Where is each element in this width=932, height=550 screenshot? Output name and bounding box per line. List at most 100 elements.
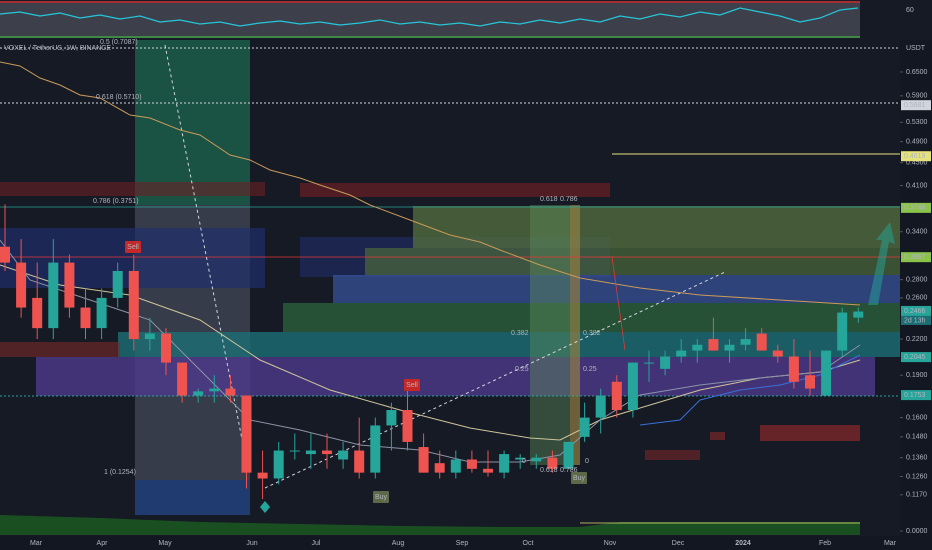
price-label-box: [901, 151, 931, 162]
candle-body: [450, 459, 461, 473]
candle-body: [209, 388, 220, 392]
zone: [135, 480, 250, 515]
volume-tick-label: 0.0000: [906, 528, 928, 535]
candle-body: [64, 262, 75, 308]
x-tick-label: Mar: [30, 540, 43, 547]
candle-body: [644, 362, 654, 364]
candle-body: [853, 311, 864, 318]
candle-body: [32, 297, 43, 329]
indicator-line: [0, 7, 859, 27]
buy-badge: [373, 491, 389, 503]
candle-body: [112, 270, 123, 298]
candle-body: [161, 333, 171, 363]
x-tick-label: Dec: [672, 540, 685, 547]
buy-badge: [571, 472, 587, 484]
indicator-tick-label: 60: [906, 7, 914, 14]
projection-arrow: [868, 222, 895, 305]
candle-body: [322, 450, 332, 455]
candle-body: [193, 391, 204, 396]
x-tick-label: May: [158, 540, 172, 547]
fib-label: 0.25: [583, 366, 597, 373]
candle-body: [660, 356, 671, 369]
moving-average: [0, 239, 861, 463]
fib-label: 0: [522, 458, 526, 465]
x-tick-label: Apr: [97, 540, 109, 547]
fib-label: 1 (0.1254): [104, 469, 136, 476]
fib-label: 0.25: [515, 366, 529, 373]
fib-label: 0.786: [560, 467, 578, 474]
candle-body: [466, 459, 477, 469]
zone: [283, 303, 900, 332]
y-tick-label: 0.3400: [906, 229, 928, 236]
y-tick-label: 0.4500: [906, 159, 928, 166]
candle-body: [16, 262, 27, 308]
candle-body: [531, 457, 542, 462]
signal-label: Buy: [375, 494, 388, 501]
signal-label: Buy: [573, 475, 586, 482]
candle-body: [724, 344, 735, 351]
candle-body: [788, 356, 799, 382]
price-label: 0.3067: [904, 254, 926, 261]
candle-body: [740, 339, 751, 345]
candle-body: [499, 454, 510, 473]
trend-line: [164, 44, 249, 471]
candle-body: [225, 388, 236, 396]
signal-label: Sell: [127, 244, 139, 251]
volume-area: [0, 515, 860, 535]
candle-body: [289, 450, 300, 452]
candle-body: [805, 375, 815, 389]
fib-label: 0.5 (0.7087): [100, 39, 138, 46]
x-tick-label: Jul: [312, 540, 321, 547]
candle-body: [821, 350, 832, 396]
price-label: 0.2045: [904, 354, 926, 361]
y-tick-label: 0.1600: [906, 414, 928, 421]
level-line: [600, 256, 626, 351]
fib-label: 0.382: [583, 330, 601, 337]
price-label-box: [901, 100, 931, 111]
fib-label: 0.786 (0.3751): [93, 198, 139, 205]
y-tick-label: 0.2800: [906, 276, 928, 283]
y-tick-label: 0.1900: [906, 372, 928, 379]
y-tick-label: 0.1360: [906, 455, 928, 462]
price-label: 0.1753: [904, 392, 926, 399]
candle-body: [386, 410, 397, 426]
price-label-box: [901, 202, 931, 213]
candle-body: [434, 463, 445, 473]
zone: [760, 425, 860, 441]
signal-label: Sell: [406, 382, 418, 389]
moving-average: [0, 264, 861, 441]
y-tick-label: 0.2600: [906, 295, 928, 302]
price-label: 0.2466: [904, 308, 926, 315]
candle-body: [305, 450, 316, 455]
x-tick-label: Sep: [456, 540, 469, 547]
candle-body: [772, 350, 783, 357]
price-axis: [900, 40, 932, 550]
candle-body: [837, 312, 848, 351]
time-axis: [0, 536, 932, 550]
candle-body: [611, 381, 622, 411]
candle-body: [627, 362, 638, 411]
zone: [413, 206, 900, 248]
y-tick-label: 0.1480: [906, 434, 928, 441]
candle-body: [676, 350, 687, 357]
candle-body: [177, 362, 188, 396]
indicator-panel: [0, 1, 860, 38]
signal-marker: [260, 501, 270, 513]
moving-average: [639, 354, 861, 426]
zone: [0, 182, 265, 196]
zone: [36, 357, 875, 396]
currency-label: USDT: [906, 45, 926, 52]
zone: [0, 342, 120, 357]
y-tick-label: 0.5300: [906, 119, 928, 126]
candle-body: [756, 333, 767, 351]
fib-label: 0.618: [540, 467, 558, 474]
x-tick-label: Mar: [884, 540, 897, 547]
candle-body: [595, 395, 606, 418]
countdown: 2d 13h: [904, 317, 926, 324]
price-label-box: [901, 252, 931, 263]
candle-body: [273, 450, 284, 479]
step-line: [0, 61, 861, 306]
candle-body: [418, 447, 429, 473]
